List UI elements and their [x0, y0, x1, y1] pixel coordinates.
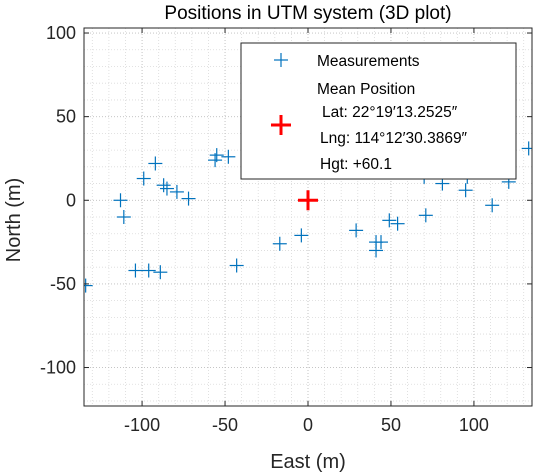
y-tick-label: 0 [66, 190, 76, 210]
x-tick-label: -50 [212, 415, 238, 435]
measurement-point [136, 171, 151, 186]
measurement-point [128, 263, 143, 278]
x-tick-label: 100 [459, 415, 489, 435]
x-axis-label: East (m) [270, 451, 346, 473]
legend-hgt: Hgt: +60.1 [320, 156, 392, 173]
measurement-point [458, 183, 473, 198]
x-tick-label: 0 [303, 415, 313, 435]
measurement-point [382, 213, 397, 228]
y-tick-label: -100 [40, 358, 76, 378]
measurement-point [116, 210, 131, 224]
measurement-point [159, 181, 174, 196]
y-axis-label: North (m) [3, 178, 25, 262]
measurement-point [209, 148, 224, 163]
tick-labels: -100 -50 0 50 100 -100 -50 0 50 100 [40, 23, 489, 435]
legend: Measurements Mean Position Lat: 22°19′13… [240, 42, 517, 180]
measurement-point [141, 263, 156, 278]
measurement-point [153, 265, 168, 280]
chart-title: Positions in UTM system (3D plot) [164, 3, 451, 24]
measurement-point [374, 235, 389, 250]
measurement-point [113, 193, 128, 208]
legend-box [240, 42, 517, 180]
measurement-point [418, 208, 433, 223]
measurement-point [521, 141, 532, 156]
x-tick-label: 50 [381, 415, 401, 435]
data-points [84, 141, 532, 293]
legend-marker-measurements [274, 53, 288, 67]
legend-lng: Lng: 114°12′30.3869″ [320, 130, 468, 147]
legend-label-mean-position: Mean Position [317, 81, 415, 98]
y-tick-label: 50 [56, 107, 76, 127]
legend-marker-mean-position [271, 115, 291, 135]
y-tick-label: -50 [50, 274, 76, 294]
measurement-point [369, 243, 384, 258]
measurement-point [221, 149, 236, 164]
legend-label-measurements: Measurements [317, 53, 420, 70]
x-tick-label: -100 [124, 415, 160, 435]
measurement-point [294, 228, 309, 243]
axis-ticks [84, 28, 532, 406]
measurement-point [148, 156, 163, 171]
measurement-point [229, 258, 244, 273]
measurement-point [390, 216, 405, 231]
measurement-point [349, 223, 364, 238]
measurement-point [156, 178, 171, 193]
measurement-point [272, 236, 287, 251]
mean-position-point [298, 190, 318, 211]
y-tick-label: 100 [46, 23, 76, 43]
measurement-point [485, 198, 500, 213]
measurement-point [169, 184, 184, 199]
legend-lat: Lat: 22°19′13.2525″ [322, 104, 458, 121]
measurement-point [181, 191, 196, 206]
measurement-point [84, 278, 93, 293]
